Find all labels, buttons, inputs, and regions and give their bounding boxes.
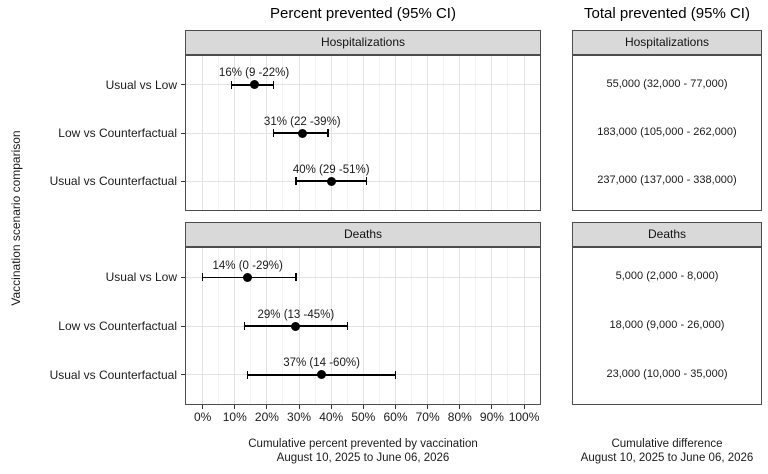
y-axis-tick: [181, 84, 185, 86]
estimate-label: 16% (9 -22%): [218, 67, 290, 80]
point-estimate: [243, 272, 253, 282]
x-tick-label: 70%: [415, 410, 440, 424]
right-caption-line1: Cumulative difference: [611, 438, 723, 450]
ci-cap-lower: [246, 370, 249, 379]
ci-cap-upper: [272, 80, 275, 89]
y-axis-title: Vaccination scenario comparison: [9, 130, 23, 306]
x-axis-tick: [459, 405, 461, 409]
category-label: Usual vs Low: [105, 77, 177, 92]
percent-panel-hospitalizations: 16% (9 -22%) 31% (22 -39%) 40% (29 -51%): [185, 55, 541, 211]
left-caption-line1: Cumulative percent prevented by vaccinat…: [248, 438, 478, 450]
total-value: 55,000 (32,000 - 77,000): [606, 77, 728, 90]
point-estimate: [317, 370, 327, 380]
facet-strip-deaths: Deaths: [185, 222, 541, 247]
total-strip-hospitalizations: Hospitalizations: [572, 30, 762, 55]
point-estimate: [297, 128, 307, 138]
left-axis-caption: Cumulative percent prevented by vaccinat…: [185, 437, 541, 465]
point-estimate: [291, 321, 301, 331]
x-tick-label: 20%: [254, 410, 279, 424]
ci-cap-lower: [230, 80, 233, 89]
gridline-horizontal: [186, 325, 540, 327]
ci-cap-lower: [201, 273, 204, 282]
total-value: 23,000 (10,000 - 35,000): [606, 367, 728, 380]
x-tick-label: 40%: [319, 410, 344, 424]
x-axis-tick: [523, 405, 525, 409]
estimate-label: 29% (13 -45%): [257, 308, 335, 321]
category-label: Low vs Counterfactual: [58, 126, 177, 140]
ci-cap-lower: [272, 129, 275, 137]
point-estimate: [249, 80, 259, 90]
gridline-horizontal: [186, 276, 540, 278]
category-label: Low vs Counterfactual: [58, 319, 177, 333]
total-panel-deaths: 5,000 (2,000 - 8,000) 18,000 (9,000 - 26,…: [572, 247, 762, 405]
x-axis-tick: [298, 405, 300, 409]
ci-cap-upper: [394, 370, 397, 379]
right-caption-line2: August 10, 2025 to June 06, 2026: [580, 452, 754, 464]
y-axis-tick: [181, 374, 185, 376]
ci-cap-upper: [365, 177, 368, 186]
x-axis-tick: [427, 405, 429, 409]
left-caption-line2: August 10, 2025 to June 06, 2026: [276, 452, 450, 464]
x-axis-tick: [202, 405, 204, 409]
x-axis-tick: [234, 405, 236, 409]
x-tick-label: 90%: [479, 410, 504, 424]
total-panel-hospitalizations: 55,000 (32,000 - 77,000) 183,000 (105,000…: [572, 55, 762, 211]
x-tick-label: 100%: [508, 410, 540, 424]
x-tick-label: 30%: [287, 410, 312, 424]
ci-cap-upper: [327, 129, 329, 137]
right-axis-caption: Cumulative difference August 10, 2025 to…: [561, 437, 768, 465]
y-axis-tick: [181, 325, 185, 327]
total-value: 183,000 (105,000 - 262,000): [597, 126, 737, 138]
total-value: 18,000 (9,000 - 26,000): [609, 319, 725, 331]
category-label: Usual vs Low: [105, 270, 177, 285]
percent-panel-deaths: 14% (0 -29%) 29% (13 -45%) 37% (14 -60%): [185, 247, 541, 405]
gridline-horizontal: [186, 132, 540, 134]
gridline-horizontal: [186, 84, 540, 86]
left-chart-title: Percent prevented (95% CI): [270, 5, 456, 22]
estimate-label: 14% (0 -29%): [212, 259, 283, 272]
x-axis-tick: [491, 405, 493, 409]
ci-cap-lower: [295, 177, 297, 186]
right-chart-title: Total prevented (95% CI): [584, 5, 750, 22]
category-label: Usual vs Counterfactual: [49, 367, 177, 382]
total-value: 237,000 (137,000 - 338,000): [597, 174, 737, 187]
total-strip-deaths: Deaths: [572, 222, 762, 247]
x-axis-tick: [362, 405, 364, 409]
x-tick-label: 50%: [351, 410, 376, 424]
x-tick-label: 60%: [383, 410, 408, 424]
ci-cap-lower: [243, 322, 246, 330]
x-tick-label: 10%: [222, 410, 247, 424]
y-axis-tick: [181, 276, 185, 278]
x-tick-label: 0%: [193, 410, 212, 424]
ci-cap-upper: [346, 322, 349, 330]
y-axis-tick: [181, 132, 185, 134]
facet-strip-hospitalizations: Hospitalizations: [185, 30, 541, 55]
estimate-label: 40% (29 -51%): [292, 163, 370, 176]
category-label: Usual vs Counterfactual: [49, 174, 177, 189]
y-axis-tick: [181, 180, 185, 182]
estimate-label: 37% (14 -60%): [283, 357, 360, 370]
x-axis-tick: [394, 405, 396, 409]
ci-cap-upper: [295, 273, 297, 282]
x-tick-label: 80%: [447, 410, 472, 424]
point-estimate: [326, 176, 336, 186]
x-axis-tick: [266, 405, 268, 409]
total-value: 5,000 (2,000 - 8,000): [615, 270, 719, 283]
estimate-label: 31% (22 -39%): [263, 115, 341, 128]
x-axis-tick: [330, 405, 332, 409]
